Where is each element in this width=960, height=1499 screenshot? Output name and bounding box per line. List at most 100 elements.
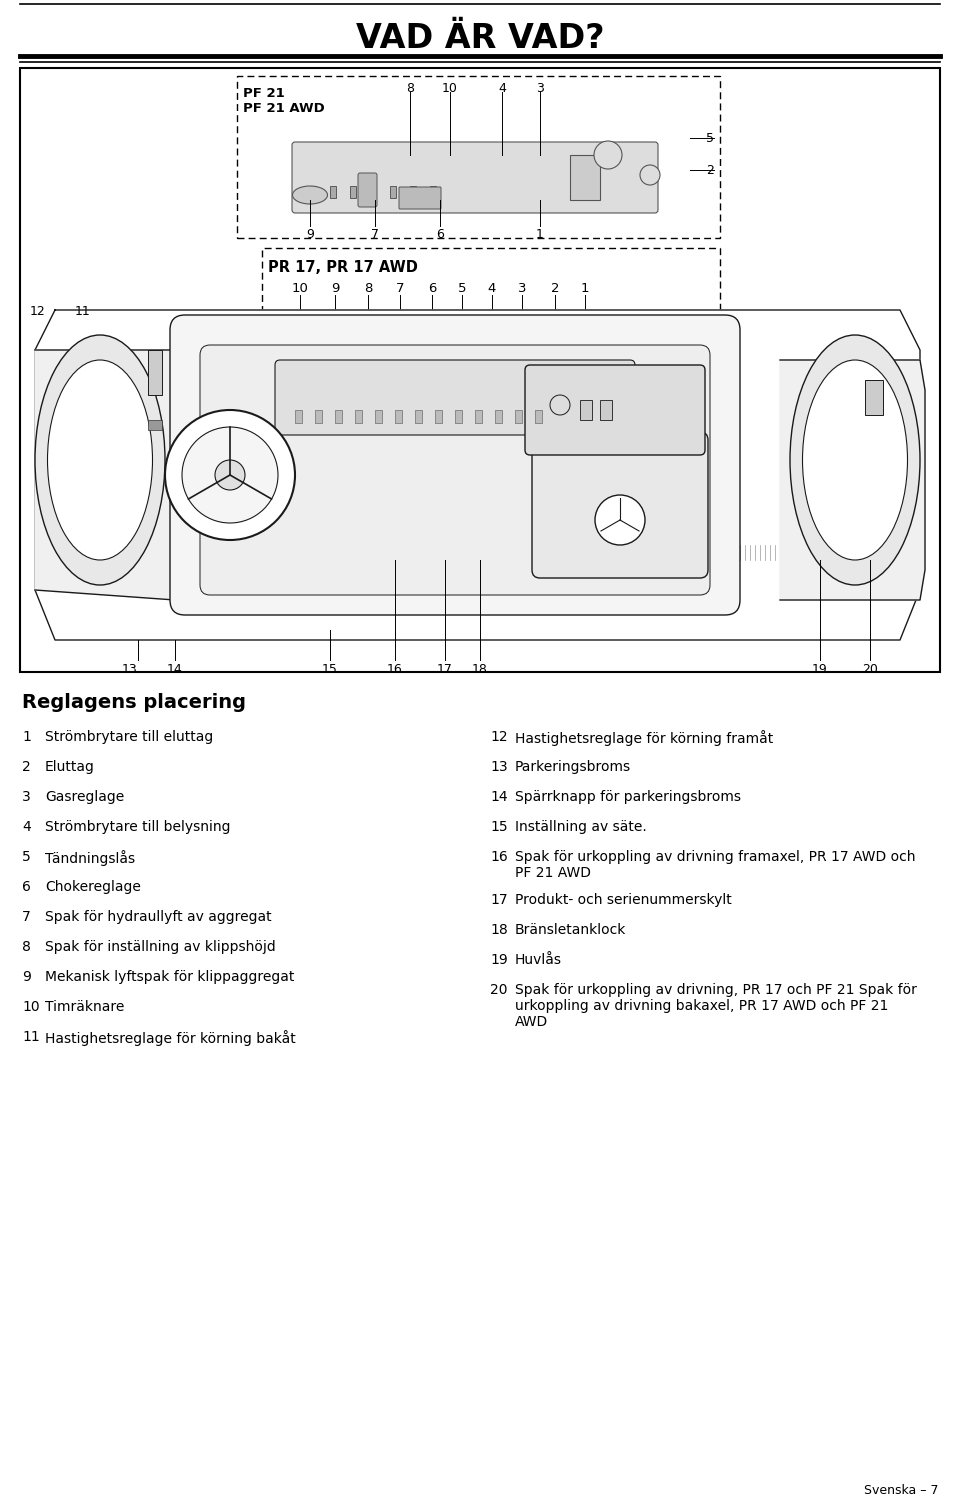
Text: 15: 15: [490, 820, 508, 833]
Text: 18: 18: [490, 923, 508, 937]
Text: Mekanisk lyftspak för klippaggregat: Mekanisk lyftspak för klippaggregat: [45, 970, 295, 983]
Bar: [535, 411, 542, 423]
Text: 13: 13: [490, 760, 508, 773]
Text: 11: 11: [22, 1030, 39, 1043]
Text: Tändningslås: Tändningslås: [45, 850, 135, 866]
Text: 1: 1: [22, 730, 31, 744]
Text: Strömbrytare till eluttag: Strömbrytare till eluttag: [45, 730, 213, 744]
Bar: [515, 411, 522, 423]
Text: 12: 12: [30, 304, 46, 318]
Bar: [580, 400, 592, 420]
Text: 8: 8: [364, 282, 372, 295]
FancyBboxPatch shape: [200, 345, 710, 595]
Text: Svenska – 7: Svenska – 7: [863, 1484, 938, 1498]
Polygon shape: [35, 349, 195, 600]
Bar: [350, 186, 356, 198]
Bar: [410, 186, 416, 198]
Text: 11: 11: [75, 304, 91, 318]
Text: 5: 5: [458, 282, 467, 295]
Text: VAD ÄR VAD?: VAD ÄR VAD?: [356, 21, 604, 54]
Text: 7: 7: [22, 910, 31, 923]
Text: 17: 17: [490, 893, 508, 907]
Text: 3: 3: [517, 282, 526, 295]
Bar: [570, 154, 600, 199]
Text: Spak för urkoppling av drivning framaxel, PR 17 AWD och
PF 21 AWD: Spak för urkoppling av drivning framaxel…: [515, 850, 916, 880]
Text: 4: 4: [498, 82, 506, 94]
Bar: [395, 411, 402, 423]
Text: 2: 2: [707, 163, 714, 177]
Ellipse shape: [803, 360, 907, 561]
Text: 10: 10: [442, 82, 458, 94]
Text: Parkeringsbroms: Parkeringsbroms: [515, 760, 631, 773]
Text: 10: 10: [292, 282, 308, 295]
Text: PF 21: PF 21: [243, 87, 285, 100]
Polygon shape: [35, 310, 920, 640]
Text: 3: 3: [22, 790, 31, 803]
Text: PF 21 AWD: PF 21 AWD: [243, 102, 324, 115]
Text: Gasreglage: Gasreglage: [45, 790, 124, 803]
Bar: [237, 76, 720, 238]
FancyBboxPatch shape: [399, 187, 441, 208]
Text: Chokereglage: Chokereglage: [45, 880, 141, 893]
Text: Strömbrytare till belysning: Strömbrytare till belysning: [45, 820, 230, 833]
Bar: [435, 411, 442, 423]
Ellipse shape: [35, 334, 165, 585]
Text: 16: 16: [490, 850, 508, 863]
Text: 7: 7: [396, 282, 404, 295]
Bar: [335, 411, 342, 423]
Bar: [355, 411, 362, 423]
Text: Eluttag: Eluttag: [45, 760, 95, 773]
Bar: [495, 411, 502, 423]
Text: 9: 9: [331, 282, 339, 295]
Bar: [430, 186, 436, 198]
FancyBboxPatch shape: [275, 360, 635, 435]
Text: Timräknare: Timräknare: [45, 1000, 125, 1013]
Text: Spak för hydraullyft av aggregat: Spak för hydraullyft av aggregat: [45, 910, 272, 923]
Ellipse shape: [47, 360, 153, 561]
Text: 6: 6: [436, 228, 444, 241]
Text: 5: 5: [22, 850, 31, 863]
Text: PR 17, PR 17 AWD: PR 17, PR 17 AWD: [268, 259, 418, 274]
Ellipse shape: [293, 186, 327, 204]
Text: 19: 19: [812, 663, 828, 676]
Circle shape: [594, 141, 622, 169]
Text: 2: 2: [551, 282, 560, 295]
Circle shape: [182, 427, 278, 523]
Text: Spak för inställning av klippshöjd: Spak för inställning av klippshöjd: [45, 940, 276, 953]
Ellipse shape: [790, 334, 920, 585]
Text: Reglagens placering: Reglagens placering: [22, 693, 246, 712]
Text: 4: 4: [488, 282, 496, 295]
Bar: [370, 186, 376, 198]
Text: Hastighetsreglage för körning bakåt: Hastighetsreglage för körning bakåt: [45, 1030, 296, 1046]
Text: 16: 16: [387, 663, 403, 676]
Text: Inställning av säte.: Inställning av säte.: [515, 820, 647, 833]
Text: 3: 3: [536, 82, 544, 94]
Text: 4: 4: [22, 820, 31, 833]
Text: 20: 20: [490, 983, 508, 997]
Text: 19: 19: [490, 953, 508, 967]
Bar: [330, 186, 336, 198]
Text: Hastighetsreglage för körning framåt: Hastighetsreglage för körning framåt: [515, 730, 773, 747]
Text: 5: 5: [706, 132, 714, 144]
Circle shape: [595, 495, 645, 546]
Bar: [262, 247, 720, 430]
Text: 9: 9: [22, 970, 31, 983]
Bar: [310, 186, 316, 198]
Text: 20: 20: [862, 663, 878, 676]
Bar: [148, 420, 162, 430]
Text: 1: 1: [536, 228, 544, 241]
FancyBboxPatch shape: [292, 142, 658, 213]
FancyBboxPatch shape: [170, 315, 740, 615]
Bar: [600, 400, 612, 420]
FancyBboxPatch shape: [532, 432, 708, 579]
Text: 14: 14: [490, 790, 508, 803]
Bar: [20, 67, 940, 672]
Bar: [375, 411, 382, 423]
Text: 6: 6: [22, 880, 31, 893]
Text: 8: 8: [22, 940, 31, 953]
Bar: [865, 381, 883, 415]
FancyBboxPatch shape: [525, 364, 705, 456]
Circle shape: [165, 411, 295, 540]
Text: 13: 13: [122, 663, 138, 676]
Text: Huvlås: Huvlås: [515, 953, 562, 967]
